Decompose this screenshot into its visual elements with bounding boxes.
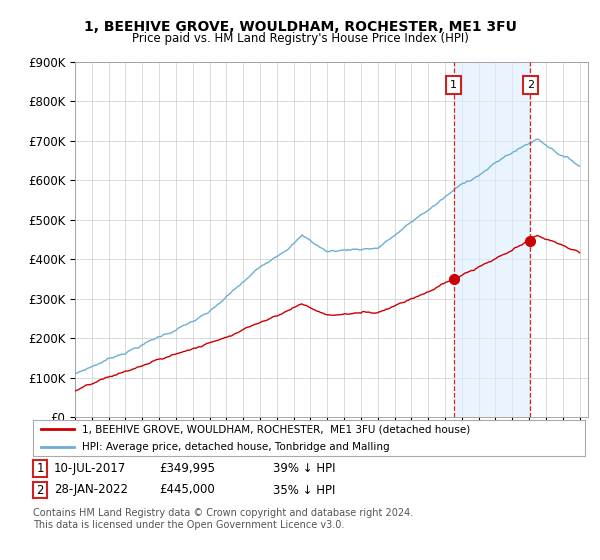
Text: £445,000: £445,000 bbox=[159, 483, 215, 497]
Bar bbox=[454, 62, 530, 417]
Text: 1, BEEHIVE GROVE, WOULDHAM, ROCHESTER,  ME1 3FU (detached house): 1, BEEHIVE GROVE, WOULDHAM, ROCHESTER, M… bbox=[82, 424, 470, 434]
Text: HPI: Average price, detached house, Tonbridge and Malling: HPI: Average price, detached house, Tonb… bbox=[82, 442, 389, 452]
Text: 28-JAN-2022: 28-JAN-2022 bbox=[54, 483, 128, 497]
Text: £349,995: £349,995 bbox=[159, 462, 215, 475]
Text: 39% ↓ HPI: 39% ↓ HPI bbox=[273, 462, 335, 475]
Text: Price paid vs. HM Land Registry's House Price Index (HPI): Price paid vs. HM Land Registry's House … bbox=[131, 32, 469, 45]
Text: Contains HM Land Registry data © Crown copyright and database right 2024.
This d: Contains HM Land Registry data © Crown c… bbox=[33, 508, 413, 530]
Text: 35% ↓ HPI: 35% ↓ HPI bbox=[273, 483, 335, 497]
Text: 10-JUL-2017: 10-JUL-2017 bbox=[54, 462, 126, 475]
Text: 2: 2 bbox=[37, 483, 44, 497]
Text: 1: 1 bbox=[37, 462, 44, 475]
Text: 2: 2 bbox=[527, 80, 534, 90]
Text: 1: 1 bbox=[450, 80, 457, 90]
Text: 1, BEEHIVE GROVE, WOULDHAM, ROCHESTER, ME1 3FU: 1, BEEHIVE GROVE, WOULDHAM, ROCHESTER, M… bbox=[83, 20, 517, 34]
